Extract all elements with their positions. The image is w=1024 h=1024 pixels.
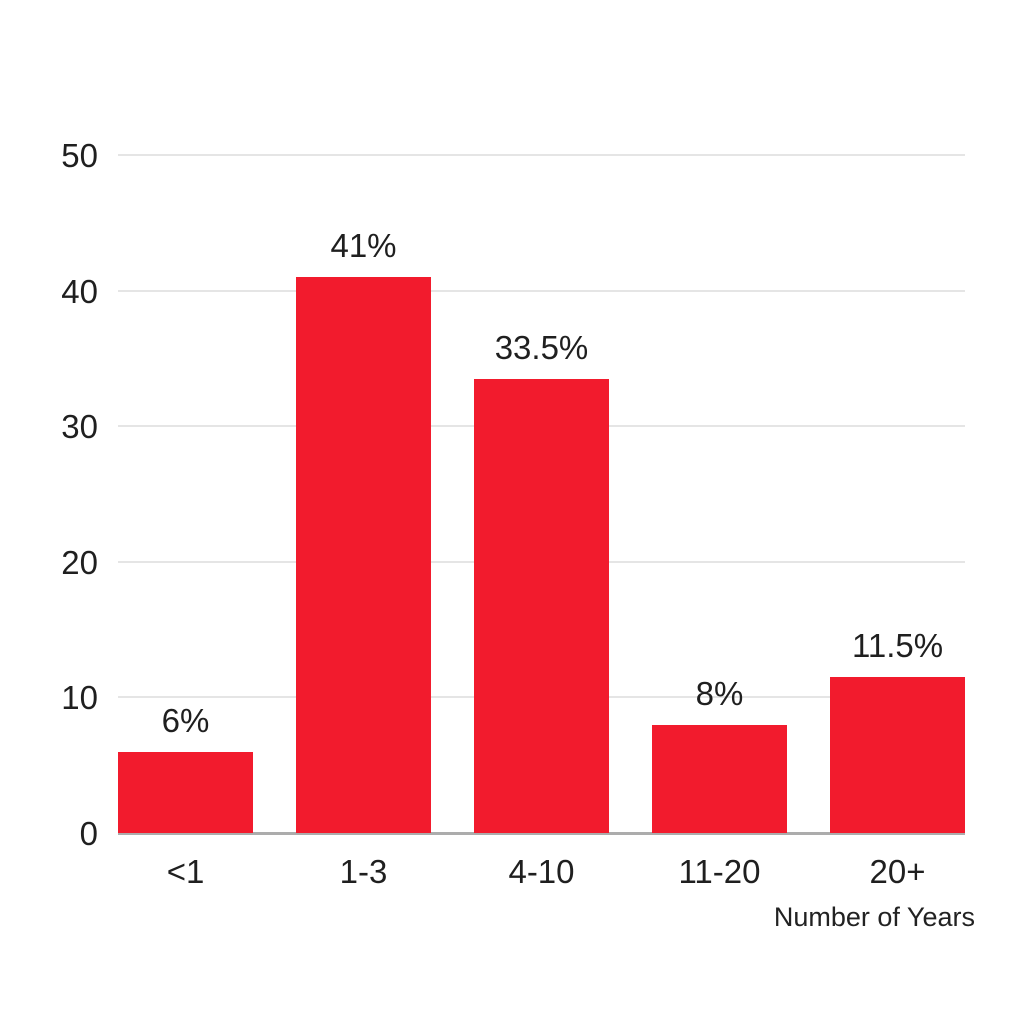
- bar-value-label: 11.5%: [851, 627, 944, 665]
- bar-value-label: 6%: [161, 701, 210, 739]
- x-tick-label: <1: [166, 853, 205, 890]
- y-tick-label: 40: [61, 272, 98, 310]
- bar-4-10: [474, 378, 609, 833]
- bar-1-3: [296, 277, 431, 833]
- y-tick-label: 30: [61, 408, 98, 446]
- bar-11-20: [652, 724, 787, 833]
- y-tick-label: 0: [79, 815, 98, 852]
- bar-<1: [118, 751, 253, 833]
- x-axis-title: Number of Years: [773, 902, 975, 932]
- gridline: [118, 289, 965, 292]
- y-tick-label: 10: [61, 679, 98, 717]
- x-tick-label: 4-10: [508, 853, 575, 890]
- x-tick-label: 11-20: [678, 853, 761, 890]
- y-tick-label: 50: [61, 137, 98, 174]
- gridline: [118, 154, 965, 156]
- bar-value-label: 41%: [330, 227, 397, 265]
- x-tick-label: 20+: [869, 853, 926, 890]
- x-tick-label: 1-3: [339, 853, 388, 890]
- y-tick-label: 20: [61, 543, 98, 581]
- bar-value-label: 8%: [695, 674, 744, 712]
- x-axis-baseline: [118, 832, 965, 835]
- bar-20+: [830, 677, 965, 833]
- bar-value-label: 33.5%: [494, 328, 589, 366]
